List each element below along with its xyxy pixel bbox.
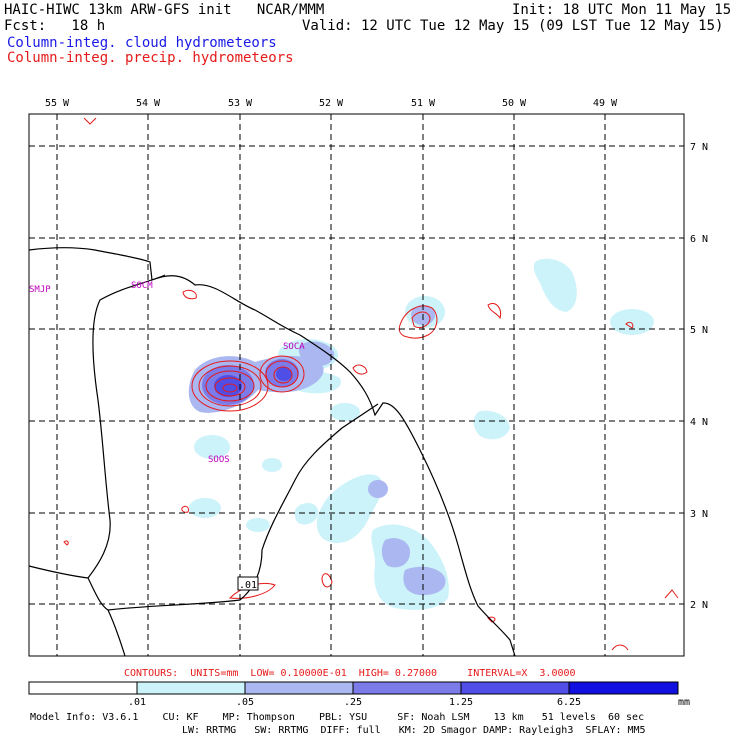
precip-contours xyxy=(63,117,679,651)
lon-label: 55 W xyxy=(45,98,70,109)
contour-label-box xyxy=(237,576,259,591)
colorbar-tick: 1.25 xyxy=(449,697,473,708)
map-frame xyxy=(28,113,685,657)
precip-legend: Column-integ. precip. hydrometeors xyxy=(7,50,294,66)
colorbar-tick: 6.25 xyxy=(557,697,581,708)
colorbar-bin xyxy=(28,681,138,695)
colorbar-bin xyxy=(352,681,462,695)
contours-info: CONTOURS: UNITS=mm LOW= 0.10000E-01 HIGH… xyxy=(124,668,576,679)
lat-label: 3 N xyxy=(690,509,708,520)
colorbar-tick: .25 xyxy=(344,697,362,708)
lon-labels: 55 W 54 W 53 W 52 W 51 W 50 W 49 W xyxy=(45,98,618,109)
model-info-line1: Model Info: V3.6.1 CU: KF MP: Thompson P… xyxy=(30,712,645,723)
chart-title: HAIC-HIWC 13km ARW-GFS init NCAR/MMM xyxy=(4,2,325,18)
cloud-shading xyxy=(188,258,654,610)
lon-label: 50 W xyxy=(502,98,527,109)
colorbar-bin xyxy=(136,681,246,695)
lon-label: 53 W xyxy=(228,98,253,109)
lon-label: 51 W xyxy=(411,98,436,109)
colorbar xyxy=(28,681,679,695)
colorbar-tick: .01 xyxy=(128,697,146,708)
colorbar-bin xyxy=(460,681,570,695)
cloud-legend: Column-integ. cloud hydrometeors xyxy=(7,35,277,51)
valid-time: Valid: 12 UTC Tue 12 May 15 (09 LST Tue … xyxy=(302,18,724,34)
lat-label: 4 N xyxy=(690,417,708,428)
lat-lon-grid xyxy=(29,114,684,656)
lon-label: 54 W xyxy=(136,98,161,109)
lat-labels: 7 N 6 N 5 N 4 N 3 N 2 N xyxy=(690,142,708,611)
station-label: SOCM xyxy=(131,281,153,291)
colorbar-bin xyxy=(244,681,354,695)
lon-label: 49 W xyxy=(593,98,618,109)
colorbar-ticks: .01 .05 .25 1.25 6.25 mm xyxy=(128,697,690,708)
forecast-hour: Fcst: 18 h xyxy=(4,18,106,34)
lon-label: 52 W xyxy=(319,98,344,109)
colorbar-bin xyxy=(568,681,679,695)
lat-label: 6 N xyxy=(690,234,708,245)
station-label: SMJP xyxy=(29,285,51,295)
station-labels: SMJP SOCM SOCA SOOS xyxy=(29,281,305,465)
station-label: SOCA xyxy=(283,342,305,352)
contour-label: .01 xyxy=(239,580,257,591)
colorbar-units: mm xyxy=(678,697,690,708)
lat-label: 2 N xyxy=(690,600,708,611)
station-label: SOOS xyxy=(208,455,230,465)
model-info-line2: LW: RRTMG SW: RRTMG DIFF: full KM: 2D Sm… xyxy=(182,725,646,736)
lat-label: 7 N xyxy=(690,142,708,153)
coastline xyxy=(28,247,516,657)
colorbar-tick: .05 xyxy=(236,697,254,708)
lat-label: 5 N xyxy=(690,325,708,336)
init-time: Init: 18 UTC Mon 11 May 15 xyxy=(512,2,732,18)
